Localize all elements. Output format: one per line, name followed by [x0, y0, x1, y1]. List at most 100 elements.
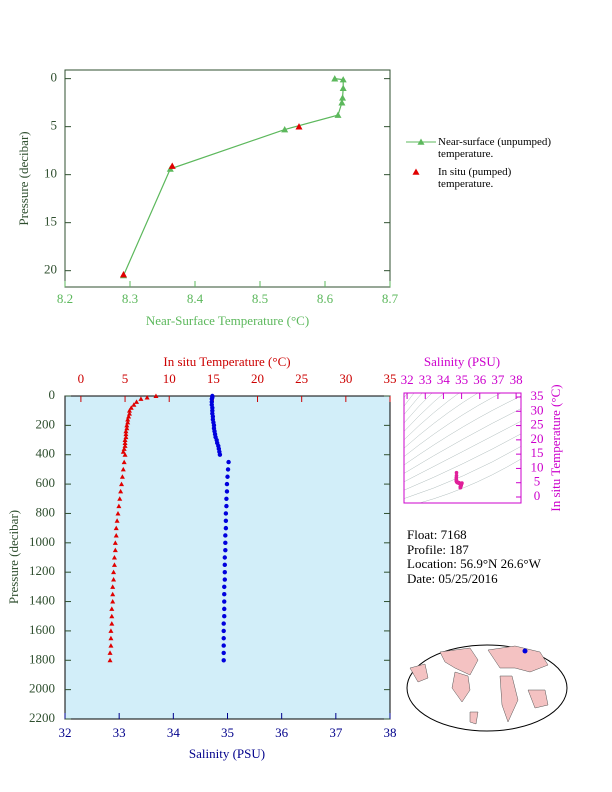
data-point — [226, 459, 231, 465]
x-tick-label: 20 — [251, 371, 264, 386]
data-point — [222, 584, 227, 590]
x-tick-label: 35 — [384, 371, 397, 386]
data-point — [108, 635, 114, 641]
legend-entry: In situ (pumped) temperature. — [404, 166, 574, 190]
data-point — [126, 408, 132, 413]
data-point — [117, 496, 123, 501]
y-tick-label: 15 — [44, 214, 57, 229]
x-tick-label: 25 — [295, 371, 308, 386]
data-point — [222, 555, 227, 560]
x-axis-label: Salinity (PSU) — [424, 354, 500, 369]
data-point — [122, 443, 128, 448]
isopycnal — [404, 393, 433, 424]
data-point — [120, 271, 127, 278]
y-tick-label: 2000 — [29, 681, 55, 696]
date: Date: 05/25/2016 — [407, 570, 498, 586]
x-tick-label: 33 — [113, 725, 126, 740]
data-point — [222, 592, 227, 597]
x-tick-label: 36 — [473, 372, 487, 387]
plot-background — [65, 396, 390, 719]
y-tick-label: 20 — [44, 262, 57, 277]
data-point — [109, 621, 115, 626]
x-tick-label: 10 — [163, 371, 176, 386]
data-point — [110, 584, 116, 589]
y-tick-label: 5 — [534, 474, 541, 489]
y-tick-label: 25 — [531, 417, 544, 432]
y-tick-label: 600 — [36, 475, 56, 490]
data-point — [123, 431, 129, 437]
x-tick-label: 38 — [510, 372, 523, 387]
y-tick-label: 10 — [44, 166, 57, 181]
data-point — [225, 474, 230, 479]
data-point — [125, 419, 131, 425]
data-point — [112, 540, 118, 545]
data-point — [121, 446, 127, 451]
data-point — [222, 577, 227, 582]
data-point — [223, 511, 229, 516]
data-point — [221, 658, 226, 663]
data-point — [222, 606, 227, 612]
y-tick-label: 1000 — [29, 534, 55, 549]
data-point — [222, 614, 227, 619]
legend-icon — [412, 168, 420, 175]
data-point — [221, 628, 226, 634]
y-tick-label: 1400 — [29, 593, 55, 608]
isopycnal — [404, 393, 479, 449]
data-point — [113, 525, 119, 531]
x-tick-label: 35 — [455, 372, 468, 387]
data-point — [111, 555, 117, 560]
location: Location: 56.9°N 26.6°W — [407, 556, 541, 571]
data-point — [126, 411, 132, 416]
legend-label: In situ (pumped) temperature. — [438, 166, 512, 190]
data-point — [221, 643, 226, 648]
x-tick-label: 34 — [437, 372, 451, 387]
plot-frame — [64, 69, 391, 288]
data-point — [224, 489, 230, 494]
data-point — [110, 591, 116, 597]
x-tick-label: 8.3 — [122, 291, 138, 306]
ts-point — [458, 485, 463, 490]
isopycnal — [404, 393, 445, 432]
data-point — [124, 422, 130, 428]
x-tick-label: 5 — [122, 371, 129, 386]
data-point — [281, 126, 289, 133]
data-point — [107, 657, 113, 663]
x-axis-label: Near-Surface Temperature (°C) — [146, 313, 309, 328]
isopycnal — [404, 393, 502, 457]
data-point — [222, 599, 227, 604]
data-point — [125, 416, 131, 422]
x-tick-label: 8.4 — [187, 291, 204, 306]
y-tick-label: 0 — [49, 387, 56, 402]
data-point — [124, 425, 130, 431]
data-point — [122, 440, 128, 445]
data-point — [112, 547, 118, 553]
y-tick-label: 1800 — [29, 651, 55, 666]
x-tick-label: 8.2 — [57, 291, 73, 306]
data-point — [338, 99, 346, 106]
world-map — [406, 644, 568, 732]
y-tick-label: 200 — [36, 416, 56, 431]
data-point — [119, 481, 125, 487]
isopycnal — [404, 446, 521, 499]
data-point — [223, 540, 228, 546]
x-tick-label: 37 — [329, 725, 343, 740]
data-point — [217, 452, 223, 457]
data-point — [223, 547, 228, 553]
x-tick-label: 38 — [384, 725, 397, 740]
data-point — [334, 111, 342, 118]
x-tick-label: 37 — [491, 372, 505, 387]
y-tick-label: 0 — [534, 488, 541, 503]
data-point — [222, 562, 227, 568]
x-tick-label: 8.7 — [382, 291, 399, 306]
data-point — [222, 569, 227, 575]
data-point — [107, 650, 113, 655]
data-point — [128, 405, 134, 410]
data-point — [116, 503, 122, 509]
data-point — [122, 437, 128, 443]
data-point — [295, 123, 303, 130]
x-tick-label: 36 — [275, 725, 289, 740]
x-tick-label: 15 — [207, 371, 220, 386]
data-point — [120, 449, 126, 454]
data-point — [144, 394, 150, 400]
